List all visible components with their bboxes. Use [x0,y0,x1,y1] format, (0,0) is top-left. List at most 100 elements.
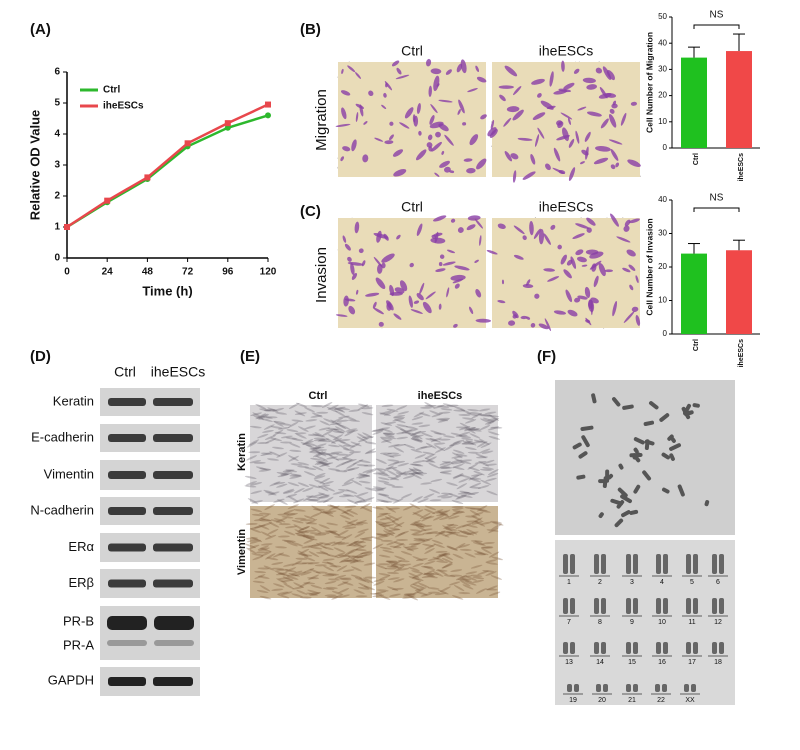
fiber [353,589,365,594]
cell [354,221,360,234]
fiber [316,552,328,555]
fiber [414,430,427,434]
fiber [455,542,466,550]
fiber [323,496,334,503]
panel-label: (E) [240,348,260,365]
fiber [472,576,485,580]
fiber [299,581,311,587]
fiber [312,433,324,438]
fiber [293,524,305,531]
cell [428,85,432,98]
fiber [348,409,361,412]
fiber [362,469,374,473]
fiber [310,546,323,550]
fiber [318,484,331,488]
fiber [318,524,330,529]
fiber [273,481,286,485]
fiber [303,538,315,544]
fiber [321,462,334,466]
cell [383,92,387,98]
cell [341,68,344,74]
fiber [486,562,498,565]
fiber [387,476,400,481]
cell [362,154,369,163]
fiber [477,414,490,417]
fiber [469,510,481,517]
cell [449,170,455,174]
chromosome [616,500,625,509]
fiber [325,530,338,533]
fiber [467,463,479,470]
fiber [288,572,301,577]
chromosome [633,684,638,692]
chromosome [684,684,689,692]
fiber [306,498,319,502]
fiber [438,417,451,420]
fiber [439,471,452,475]
fiber [476,505,488,512]
cell [430,68,442,75]
fiber [451,507,464,511]
cell [615,162,620,168]
cell [453,323,458,328]
fiber [393,522,405,528]
cell [522,235,527,241]
chromosome [572,442,582,450]
chromosome [663,642,668,654]
chromosome [580,425,594,432]
fiber [370,592,383,596]
fiber [344,505,357,508]
y-tick-label: 30 [658,65,667,74]
fiber [400,550,413,556]
micrograph [338,218,486,328]
cell [350,262,355,275]
fiber [469,507,482,510]
fiber [373,580,385,586]
fiber [339,514,351,520]
fiber [347,555,360,558]
cell [580,161,585,165]
fiber [381,404,394,407]
fiber [249,528,262,533]
fiber [303,582,316,585]
fiber [386,408,399,412]
fiber [307,589,319,594]
fiber [476,441,488,448]
fiber [362,436,375,439]
fiber [411,472,424,475]
fiber [329,565,342,568]
cell [626,249,636,257]
chromosome [563,554,568,574]
cell [522,284,534,289]
cell [475,289,482,298]
fiber [410,430,422,436]
fiber [312,446,325,450]
fiber [255,466,268,471]
cell [582,77,596,84]
fiber [388,562,400,569]
fiber [335,458,348,461]
cell [573,68,580,74]
fiber [467,428,480,431]
chromosome [622,404,634,410]
fiber [382,433,395,438]
fiber [459,548,472,551]
fiber [356,436,368,443]
chromosome [601,598,606,614]
fiber [380,422,393,426]
fiber [329,531,341,537]
chromosome-label: 4 [660,579,664,586]
fiber [461,577,473,583]
fiber [352,560,365,563]
fiber [435,560,448,563]
fiber [336,419,349,423]
fiber [452,463,464,469]
fiber [440,466,453,470]
fiber [337,581,349,587]
fiber [403,546,415,552]
cell [381,104,387,110]
fiber [416,591,428,596]
fiber [276,483,288,488]
chromosome-label: 15 [628,659,636,666]
fiber [266,557,279,561]
